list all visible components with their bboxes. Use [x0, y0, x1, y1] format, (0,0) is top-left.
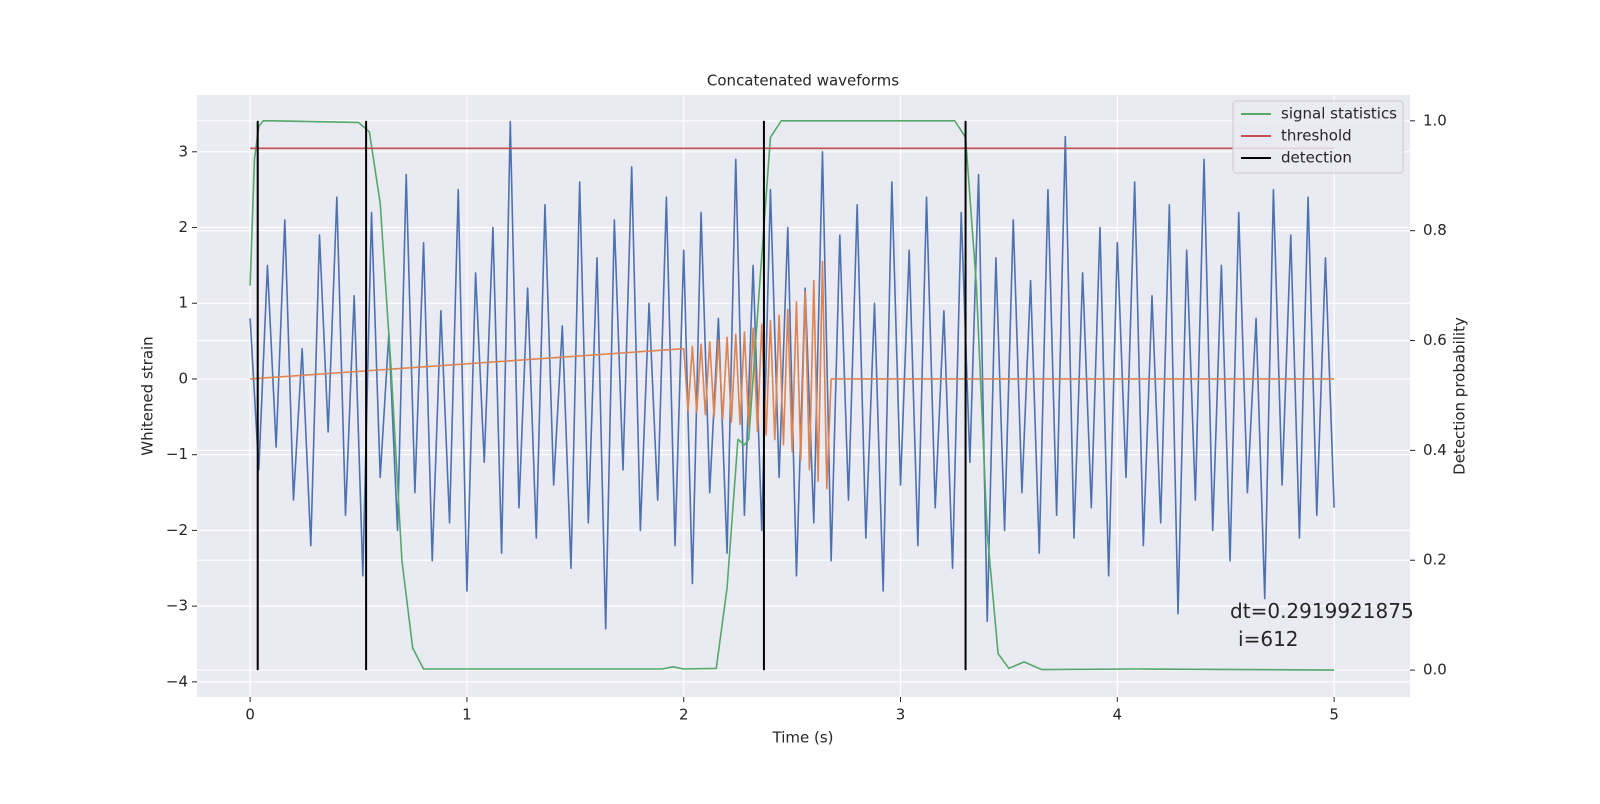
- legend-box: [1232, 100, 1404, 174]
- y-tick-label: 1: [178, 294, 188, 312]
- y2-tick-label: 0.2: [1423, 551, 1447, 569]
- x-tick-label: 0: [245, 706, 255, 724]
- line-series: [249, 120, 1335, 630]
- y-tick-label: −4: [166, 672, 188, 690]
- y-tick-label: −3: [166, 597, 188, 615]
- y2-axis-label: Detection probability: [1451, 317, 1469, 475]
- y-tick-label: 3: [178, 142, 188, 160]
- x-tick-label: 2: [679, 706, 689, 724]
- y2-tick-label: 0.0: [1423, 661, 1447, 679]
- x-tick-label: 3: [896, 706, 906, 724]
- y2-tick-label: 0.4: [1423, 441, 1447, 459]
- y-tick-label: −2: [166, 521, 188, 539]
- legend-label: threshold: [1281, 127, 1352, 145]
- y2-tick-label: 0.6: [1423, 331, 1447, 349]
- x-axis-label: Time (s): [772, 729, 834, 747]
- y-tick-label: 2: [178, 218, 188, 236]
- y-axis-label: Whitened strain: [139, 336, 157, 455]
- y-tick-label: 0: [178, 369, 188, 387]
- chart-title: Concatenated waveforms: [707, 72, 899, 90]
- y2-tick-label: 0.8: [1423, 221, 1447, 239]
- plot-area: [197, 95, 1410, 697]
- x-tick-label: 4: [1113, 706, 1123, 724]
- x-tick-label: 5: [1329, 706, 1339, 724]
- y-tick-label: −1: [166, 445, 188, 463]
- y2-tick-label: 1.0: [1423, 111, 1447, 129]
- legend-label: detection: [1281, 149, 1352, 167]
- line-series: [249, 120, 1335, 671]
- legend-label: signal statistics: [1281, 105, 1397, 123]
- legend: signal statistics threshold detection: [1232, 100, 1404, 174]
- annotation: i=612: [1238, 627, 1299, 651]
- line-series: [250, 260, 1335, 490]
- annotation: dt=0.2919921875: [1230, 599, 1414, 623]
- x-tick-label: 1: [462, 706, 472, 724]
